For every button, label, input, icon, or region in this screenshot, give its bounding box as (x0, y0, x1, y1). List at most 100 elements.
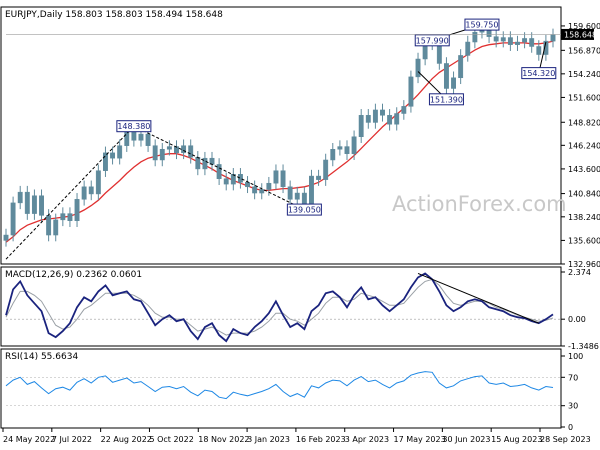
price-label: 148.380 (116, 120, 152, 133)
candle-body (46, 215, 52, 236)
price-labels-layer: 148.380 139.050 157.990 151.390 159.750 154.3… (116, 18, 557, 216)
macd-trend-line (417, 273, 539, 324)
candle (17, 185, 23, 210)
date-tick-label: 28 Sep 2023 (540, 435, 591, 444)
candle (152, 139, 158, 167)
candle-body (3, 234, 9, 241)
candle-body (372, 109, 378, 123)
candle (330, 143, 336, 167)
candle-body (266, 182, 272, 190)
price-label-text: 159.750 (465, 21, 498, 30)
rsi-header: RSI(14) 55.6634 (5, 352, 78, 362)
price-tick-label: 156.870 (568, 46, 600, 55)
watermark: ActionForex.com (392, 192, 567, 216)
candle-body (493, 36, 499, 42)
candle-body (309, 175, 314, 207)
candle (387, 109, 393, 131)
candle-body (31, 195, 37, 214)
candle-body (394, 113, 400, 125)
candle (337, 140, 343, 156)
price-header: EURJPY,Daily 158.803 158.803 158.494 158… (5, 10, 223, 20)
date-tick-label: 3 Apr 2023 (345, 435, 389, 444)
candle-body (387, 115, 393, 125)
candle-body (401, 106, 407, 114)
candle (88, 180, 94, 201)
date-tick-label: 16 Feb 2023 (296, 435, 346, 444)
candle (316, 169, 322, 186)
candle-body (252, 186, 258, 194)
candle-body (223, 178, 229, 185)
candle (294, 186, 300, 206)
price-label-text: 148.380 (117, 122, 150, 131)
candle (60, 207, 66, 227)
candle-body (216, 164, 222, 179)
candle-body (550, 34, 556, 42)
price-label: 157.990 (414, 34, 450, 47)
macd-tick-label: -1.3486 (568, 342, 599, 351)
candle-body (53, 219, 59, 236)
candle (522, 32, 528, 49)
candle (394, 107, 400, 131)
candle (458, 49, 464, 85)
candle (273, 164, 279, 190)
price-label-text: 151.390 (430, 95, 463, 104)
rsi-tick-label: 30 (568, 402, 578, 411)
date-tick-label: 18 Nov 2022 (198, 435, 249, 444)
last-price-marker: 158.648 (6, 28, 597, 40)
price-tick-label: 135.600 (568, 236, 600, 245)
candle-body (24, 191, 30, 214)
candle-body (67, 213, 73, 221)
price-label-box (521, 67, 557, 80)
candle-body (458, 55, 464, 79)
price-label-box (428, 93, 464, 106)
candle-body (543, 40, 549, 55)
candle (550, 28, 556, 48)
candle (529, 32, 535, 53)
candle-body (380, 109, 385, 116)
candle-body (351, 136, 357, 154)
candle-body (166, 146, 172, 150)
price-tick-label: 132.960 (568, 260, 600, 269)
candle-body (74, 199, 80, 221)
price-label-text: 157.990 (416, 36, 449, 45)
candle-body (451, 77, 456, 89)
price-label: 151.390 (428, 93, 464, 106)
candle-body (81, 186, 87, 200)
candle (53, 213, 59, 242)
price-panel (0, 6, 562, 265)
candle-body (344, 146, 350, 154)
candle (95, 164, 101, 201)
price-axis: 159.600 156.870 154.240 151.600 148.820 146.2… (561, 22, 600, 269)
candle-body (60, 213, 66, 221)
price-label-box (414, 34, 450, 47)
candle-body (188, 145, 194, 158)
date-tick-label: 7 Jul 2022 (52, 435, 92, 444)
candle (408, 70, 414, 113)
candle-body (145, 133, 151, 146)
candle (372, 103, 378, 129)
candle (31, 189, 37, 220)
price-label: 139.050 (286, 203, 322, 216)
candle-body (323, 159, 329, 180)
rsi-tick-label: 100 (568, 352, 583, 361)
candle-body (507, 37, 513, 45)
date-tick-label: 15 Aug 2023 (491, 435, 542, 444)
candle-body (10, 202, 16, 236)
candle-body (202, 157, 208, 170)
candle (358, 109, 364, 144)
rsi-line (5, 371, 554, 400)
candle (344, 140, 350, 160)
candle-body (237, 174, 243, 183)
candle (81, 180, 87, 206)
price-tick-label: 138.240 (568, 213, 600, 222)
candle (188, 139, 194, 164)
date-tick-label: 5 Oct 2022 (149, 435, 193, 444)
macd-lines-layer (5, 272, 554, 343)
candle (493, 30, 499, 48)
price-label: 154.320 (521, 67, 557, 80)
macd-line (5, 272, 554, 343)
candle-body (17, 191, 23, 204)
candle-body (117, 145, 123, 159)
candle (67, 207, 73, 228)
